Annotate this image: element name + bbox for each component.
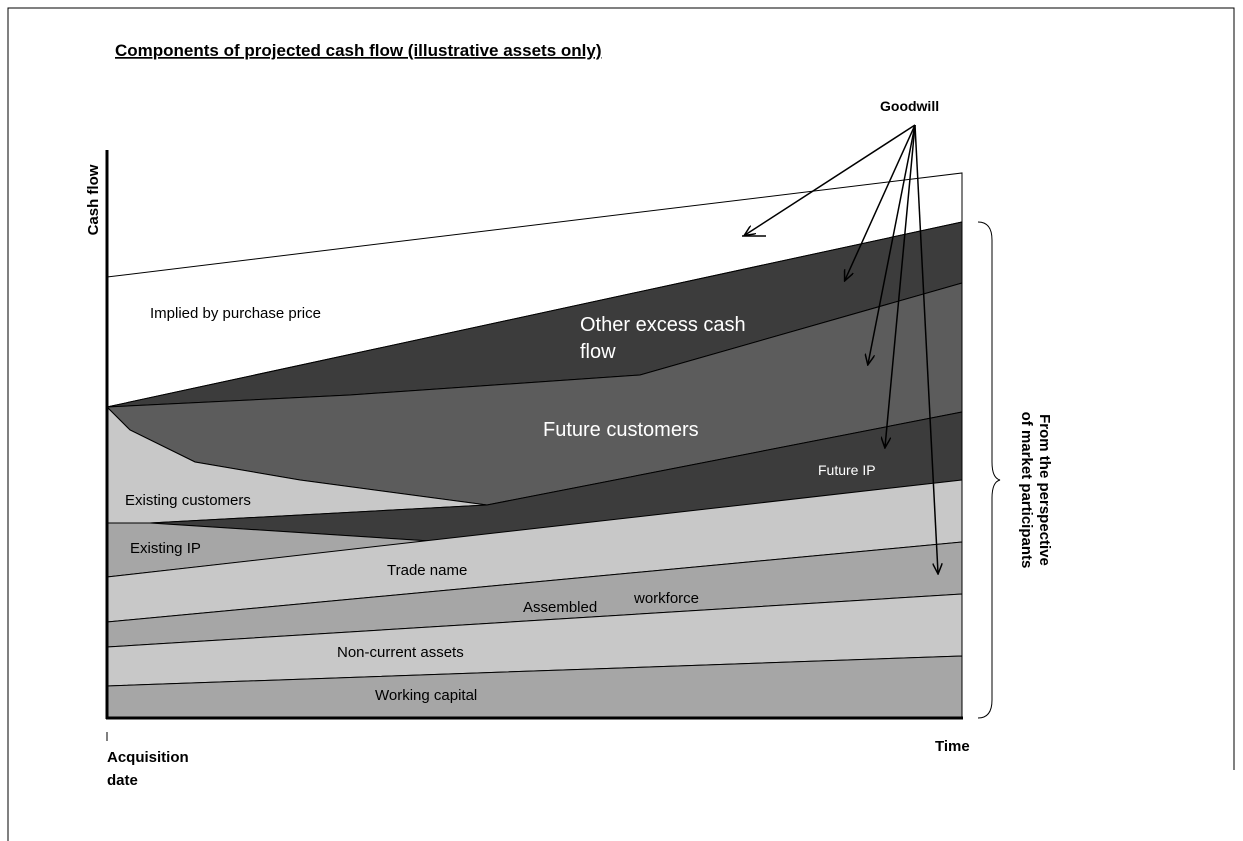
callout-label: Goodwill [880, 98, 939, 114]
callout-arrows [745, 124, 938, 573]
region-label: Existing IP [130, 540, 201, 557]
region-label: Working capital [375, 687, 477, 704]
arrow [745, 124, 916, 235]
title: Components of projected cash flow (illus… [115, 41, 601, 60]
regions [105, 172, 963, 719]
arrow [885, 124, 916, 447]
region-label: Other excess cash [580, 314, 746, 336]
origin-label: Acquisition [107, 749, 189, 766]
arrow [868, 124, 916, 364]
brace-label: From the perspective [1036, 414, 1053, 566]
region-label: Future IP [818, 462, 876, 478]
arrow [845, 124, 916, 280]
origin-label: date [107, 772, 138, 789]
region-label: flow [580, 341, 616, 363]
region-label: Implied by purchase price [150, 305, 321, 322]
region-label: workforce [633, 590, 699, 607]
brace-label: of market participants [1018, 412, 1035, 569]
region-label: Existing customers [125, 492, 251, 509]
region-label: Assembled [523, 599, 597, 616]
brace [977, 221, 1001, 719]
x-axis-label: Time [935, 738, 970, 755]
y-axis-label: Cash flow [85, 164, 102, 235]
arrow [914, 124, 938, 573]
region-label: Non-current assets [337, 644, 464, 661]
axes [105, 150, 963, 741]
region-label: Trade name [387, 562, 467, 579]
region-label: Future customers [543, 419, 699, 441]
frame [7, 7, 1235, 841]
